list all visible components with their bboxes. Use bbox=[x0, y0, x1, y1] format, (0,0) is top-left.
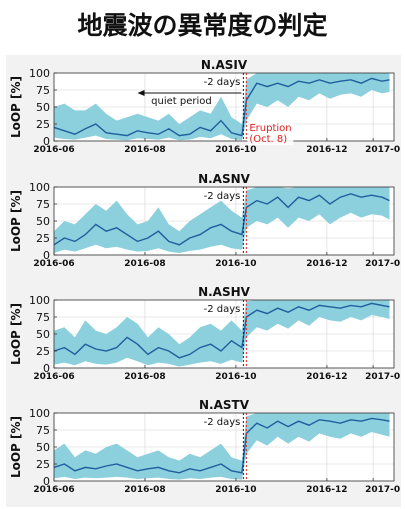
y-tick-label: 75 bbox=[36, 84, 50, 97]
x-tick-label: 2016-10 bbox=[215, 145, 256, 155]
quiet-period-label: quiet period bbox=[151, 96, 212, 107]
page-title: 地震波の異常度の判定 bbox=[77, 11, 328, 40]
x-tick-label: 2017-01 bbox=[365, 372, 401, 382]
eruption-label: Eruption bbox=[249, 123, 291, 134]
x-tick-label: 2016-10 bbox=[215, 485, 256, 495]
y-tick-label: 25 bbox=[36, 458, 50, 471]
subplot-title: N.ASNV bbox=[198, 172, 251, 186]
y-tick-label: 50 bbox=[36, 215, 50, 228]
x-tick-label: 2016-06 bbox=[33, 145, 74, 155]
y-axis-label: LoOP [%] bbox=[9, 303, 23, 365]
confidence-band bbox=[54, 413, 390, 480]
chart-panel: N.ASIV 0 25 50 75 100 2016-06 2016-08 2016-10 201… bbox=[6, 55, 401, 507]
loop-series-line bbox=[53, 193, 390, 246]
y-tick-label: 25 bbox=[36, 232, 50, 245]
eruption-label-bg bbox=[247, 121, 294, 145]
x-tick-label: 2016-06 bbox=[33, 372, 74, 382]
charts-svg: N.ASIV 0 25 50 75 100 2016-06 2016-08 2016-10 201… bbox=[9, 58, 401, 495]
y-tick-label: 50 bbox=[36, 328, 50, 341]
x-tick-label: 2016-06 bbox=[33, 259, 74, 269]
x-tick-label: 2017-01 bbox=[365, 145, 401, 155]
confidence-band bbox=[54, 187, 390, 253]
confidence-band bbox=[54, 73, 390, 141]
y-tick-label: 0 bbox=[43, 135, 50, 148]
x-tick-label: 2016-08 bbox=[124, 372, 165, 382]
x-tick-label: 2017-01 bbox=[365, 259, 401, 269]
y-axis-label: LoOP [%] bbox=[9, 416, 23, 478]
confidence-band bbox=[54, 300, 390, 367]
y-tick-label: 0 bbox=[43, 362, 50, 375]
y-tick-label: 25 bbox=[36, 118, 50, 131]
subplot-n-asiv: N.ASIV 0 25 50 75 100 2016-06 2016-08 2016-10 201… bbox=[9, 58, 401, 155]
loop-series-line bbox=[53, 417, 390, 474]
y-tick-label: 75 bbox=[36, 311, 50, 324]
subplot-title: N.ASIV bbox=[201, 58, 248, 72]
eruption-date-label: (Oct. 8) bbox=[249, 134, 287, 145]
y-tick-label: 25 bbox=[36, 345, 50, 358]
y-axis-label: LoOP [%] bbox=[9, 190, 23, 252]
y-tick-label: 50 bbox=[36, 101, 50, 114]
x-tick-label: 2016-12 bbox=[306, 259, 347, 269]
y-tick-label: 0 bbox=[43, 475, 50, 488]
x-tick-label: 2016-12 bbox=[306, 372, 347, 382]
y-axis-label: LoOP [%] bbox=[9, 76, 23, 138]
subplot-n-astv: N.ASTV 0 25 50 75 100 2016-06 2016-08 2016-10 201… bbox=[9, 398, 401, 495]
y-tick-label: 0 bbox=[43, 249, 50, 262]
x-tick-label: 2016-08 bbox=[124, 145, 165, 155]
y-tick-label: 100 bbox=[29, 407, 50, 420]
subplot-n-ashv: N.ASHV 0 25 50 75 100 2016-06 2016-08 2016-10 201… bbox=[9, 285, 401, 382]
minus-two-days-label: -2 days bbox=[204, 191, 241, 202]
quiet-period-arrowhead bbox=[137, 90, 145, 96]
minus-two-days-label: -2 days bbox=[204, 77, 241, 88]
subplot-title: N.ASHV bbox=[198, 285, 251, 299]
x-tick-label: 2017-01 bbox=[365, 485, 401, 495]
x-tick-label: 2016-06 bbox=[33, 485, 74, 495]
y-tick-label: 100 bbox=[29, 294, 50, 307]
minus-two-days-label: -2 days bbox=[204, 417, 241, 428]
loop-series-line bbox=[53, 77, 390, 137]
x-tick-label: 2016-12 bbox=[306, 485, 347, 495]
x-tick-label: 2016-10 bbox=[215, 372, 256, 382]
subplot-title: N.ASTV bbox=[199, 398, 250, 412]
y-tick-label: 100 bbox=[29, 181, 50, 194]
minus-two-days-label: -2 days bbox=[204, 304, 241, 315]
subplot-n-asnv: N.ASNV 0 25 50 75 100 2016-06 2016-08 2016-10 201… bbox=[9, 172, 401, 269]
x-tick-label: 2016-08 bbox=[124, 259, 165, 269]
y-tick-label: 100 bbox=[29, 67, 50, 80]
y-tick-label: 50 bbox=[36, 441, 50, 454]
y-tick-label: 75 bbox=[36, 424, 50, 437]
x-tick-label: 2016-08 bbox=[124, 485, 165, 495]
y-tick-label: 75 bbox=[36, 198, 50, 211]
loop-series-line bbox=[53, 302, 390, 359]
x-tick-label: 2016-10 bbox=[215, 259, 256, 269]
x-tick-label: 2016-12 bbox=[306, 145, 347, 155]
